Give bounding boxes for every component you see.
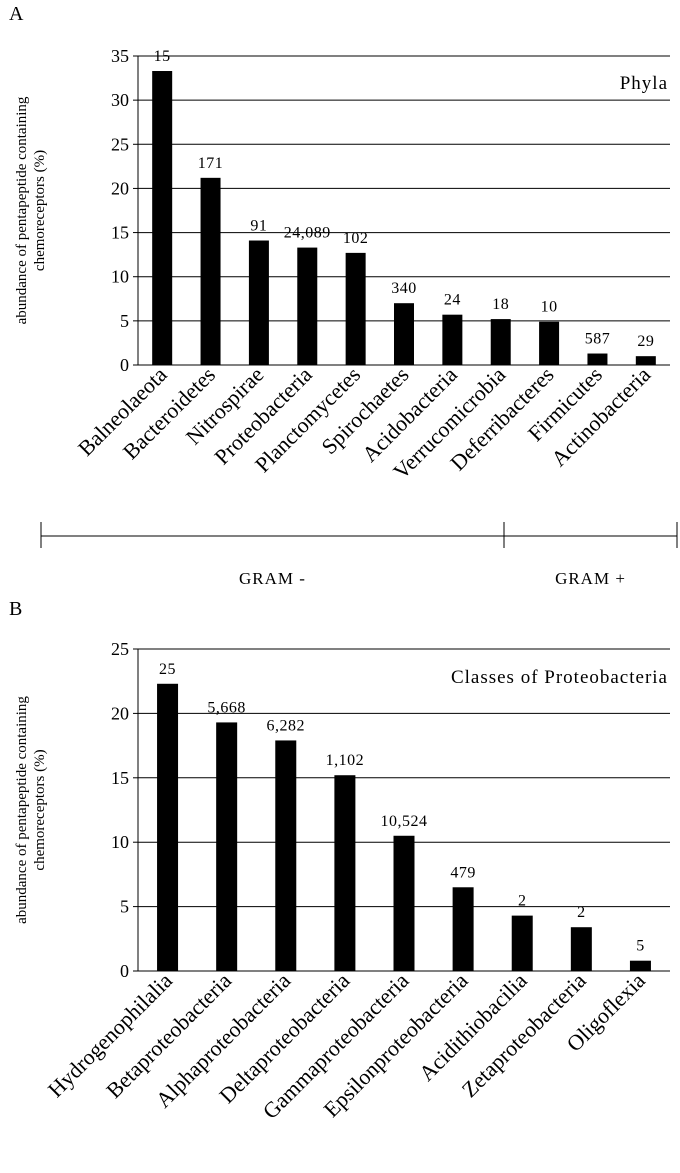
y-tick-label: 20	[111, 178, 129, 198]
count-label: 340	[391, 280, 417, 297]
y-axis-label: abundance of pentapeptide containing chem…	[14, 696, 48, 924]
bar-gammaproteobacteria	[393, 835, 415, 971]
count-label: 1,102	[326, 752, 365, 769]
y-tick-label: 25	[111, 134, 129, 154]
count-label: 15	[154, 48, 171, 65]
count-label: 91	[250, 218, 267, 235]
y-tick-label: 5	[120, 897, 129, 917]
bar-acidithiobacilia	[511, 915, 533, 971]
group-label-gram-negative: GRAM -	[239, 569, 306, 588]
y-tick-label: 15	[111, 223, 129, 243]
count-label: 2	[518, 893, 527, 910]
count-label: 25	[159, 661, 176, 678]
y-tick-label: 25	[111, 639, 129, 659]
y-tick-label: 5	[120, 311, 129, 331]
y-tick-label: 10	[111, 832, 129, 852]
chart-A: A 0 5 10 15 20 25 30 35 abundance of pentapeptide…	[9, 3, 678, 588]
bar-oligoflexia	[629, 960, 651, 971]
count-label: 171	[198, 155, 224, 172]
panel-label: B	[9, 598, 22, 620]
y-tick-label: 35	[111, 46, 129, 66]
y-tick-label: 10	[111, 267, 129, 287]
bar-deferribacteres	[539, 321, 560, 365]
y-tick-label: 15	[111, 768, 129, 788]
bar-acidobacteria	[442, 314, 463, 365]
gram-grouping: GRAM - GRAM +	[40, 522, 678, 588]
count-label: 2	[577, 904, 586, 921]
inset-label: Classes of Proteobacteria	[451, 667, 668, 688]
bar-firmicutes	[587, 353, 608, 365]
y-tick-label: 0	[120, 355, 129, 375]
count-label: 587	[585, 331, 611, 348]
bar-planctomycetes	[345, 252, 366, 365]
bar-hydrogenophilalia	[157, 683, 179, 971]
bar-alphaproteobacteria	[275, 740, 297, 971]
bar-deltaproteobacteria	[334, 775, 356, 971]
bar-nitrospirae	[248, 240, 269, 365]
bar-betaproteobacteria	[216, 722, 238, 971]
bar-spirochaetes	[394, 303, 414, 365]
bar-bacteroidetes	[200, 177, 221, 365]
inset-label: Phyla	[620, 73, 668, 94]
bar-proteobacteria	[297, 247, 318, 365]
y-tick-label: 20	[111, 703, 129, 723]
bar-balneolaeota	[152, 71, 173, 365]
count-label: 5	[636, 938, 645, 955]
y-axis-label: abundance of pentapeptide containing chem…	[14, 96, 48, 324]
count-label: 5,668	[207, 699, 246, 716]
bar-actinobacteria	[635, 356, 656, 365]
count-label: 29	[637, 333, 654, 350]
count-label: 479	[450, 864, 476, 881]
count-label: 10,524	[381, 813, 428, 830]
group-label-gram-positive: GRAM +	[555, 569, 626, 588]
panel-label: A	[9, 3, 24, 25]
y-tick-label: 0	[120, 961, 129, 981]
bar-zetaproteobacteria	[570, 927, 592, 971]
count-label: 18	[492, 296, 509, 313]
count-label: 10	[541, 299, 558, 316]
count-label: 24,089	[284, 225, 331, 242]
count-label: 6,282	[267, 717, 306, 734]
y-tick-label: 30	[111, 90, 129, 110]
bar-epsilonproteobacteria	[452, 887, 474, 971]
bar-verrucomicrobia	[490, 319, 511, 365]
count-label: 102	[343, 230, 369, 247]
count-label: 24	[444, 292, 461, 309]
